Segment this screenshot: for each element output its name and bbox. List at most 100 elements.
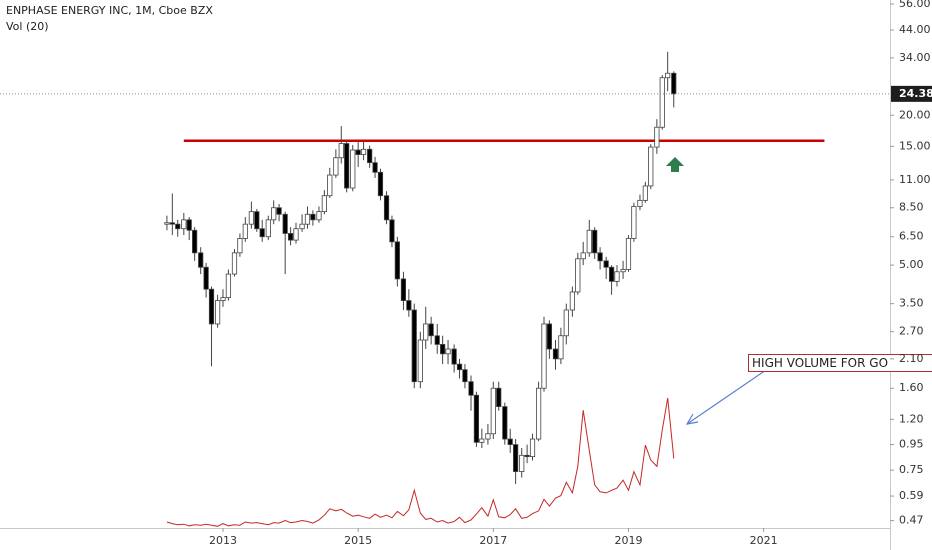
candle-body [423,323,429,341]
candle-body [558,335,564,360]
y-tick-label: 0.59 [899,489,924,502]
last-price-tag [891,85,932,102]
y-tick-label: 3.50 [899,297,924,310]
candle-body [225,273,232,299]
candle-body [271,207,277,221]
candle-body [350,149,356,189]
y-tick-label: 44.00 [899,23,931,36]
candle-body [372,162,378,173]
candle-body [586,229,592,254]
up-arrow-icon [666,157,684,172]
y-tick-label: 5.00 [899,258,924,271]
y-tick-label: 0.47 [899,514,924,527]
annotation-text: HIGH VOLUME FOR GO [752,356,888,370]
y-tick-label: 2.70 [899,325,924,338]
candle-body [456,363,463,371]
candle-body [524,454,530,458]
y-tick-label: 0.95 [899,438,924,451]
candle-body [592,229,598,254]
candle-body [569,291,575,311]
annotation-box [748,354,932,372]
annotation-arrow-head [685,413,699,425]
candle-body [316,211,322,221]
x-tick-label: 2021 [750,534,778,547]
candle-body [434,335,440,345]
candle-body [541,323,547,389]
candle-body [659,77,665,128]
x-tick-label: 2017 [479,534,507,547]
candle-body [198,252,204,268]
candle-body [608,266,615,282]
candle-body [597,252,603,262]
y-tick-label: 2.10 [899,352,924,365]
candle-body [254,211,260,230]
candle-body [552,348,559,360]
candle-body [344,143,350,189]
candle-body [671,72,677,95]
y-tick-label: 56.00 [899,0,931,10]
candle-body [164,222,170,225]
candle-body [614,271,620,282]
candle-body [220,297,226,301]
candle-body [377,171,384,197]
y-tick-label: 6.50 [899,230,924,243]
y-tick-label: 0.75 [899,463,924,476]
candle-body [620,269,626,273]
candle-body [231,252,238,275]
y-tick-label: 20.00 [899,108,931,121]
candle-body [631,206,637,239]
candle-body [321,195,327,213]
candle-body [575,258,581,293]
candle-body [355,149,361,155]
candle-body [192,229,198,254]
y-tick-label: 1.20 [899,412,924,425]
candle-body [473,394,480,443]
candle-body [468,381,474,396]
y-tick-label: 11.00 [899,173,931,186]
candle-body [367,148,373,164]
candle-body [479,438,485,443]
candle-body [496,387,502,408]
candle-body [490,387,496,435]
candle-body [208,288,215,325]
candle-body [406,300,412,311]
x-tick-label: 2013 [209,534,237,547]
candle-body [665,72,671,79]
candle-body [383,195,390,221]
candle-body [242,223,248,239]
candle-body [333,157,339,176]
candle-body [276,207,282,215]
candle-body [428,323,434,337]
candle-body [440,344,446,355]
candle-body [394,241,400,280]
candle-body [248,211,254,225]
candle-body [417,339,423,383]
y-tick-label: 1.60 [899,381,924,394]
candle-body [360,148,367,155]
candle-body [603,260,609,268]
candle-body [237,238,243,254]
x-tick-label: 2015 [344,534,372,547]
candle-body [563,309,569,337]
candle-body [338,143,344,159]
candle-body [648,146,654,187]
candle-body [411,309,417,383]
volume-legend: Vol (20) [6,20,49,33]
plot-area [0,51,890,527]
candle-body [203,266,209,290]
candle-body [186,219,192,231]
candle-body [327,174,333,197]
candle-body [637,199,643,207]
candle-body [485,433,491,440]
candle-body [642,185,648,201]
candle-body [287,233,294,241]
candle-body [502,406,508,440]
candle-body [259,228,265,238]
candle-body [546,323,553,350]
candle-body [282,213,288,234]
y-tick-label: 8.50 [899,201,924,214]
y-tick-label: 34.00 [899,51,931,64]
candle-body [310,213,316,221]
